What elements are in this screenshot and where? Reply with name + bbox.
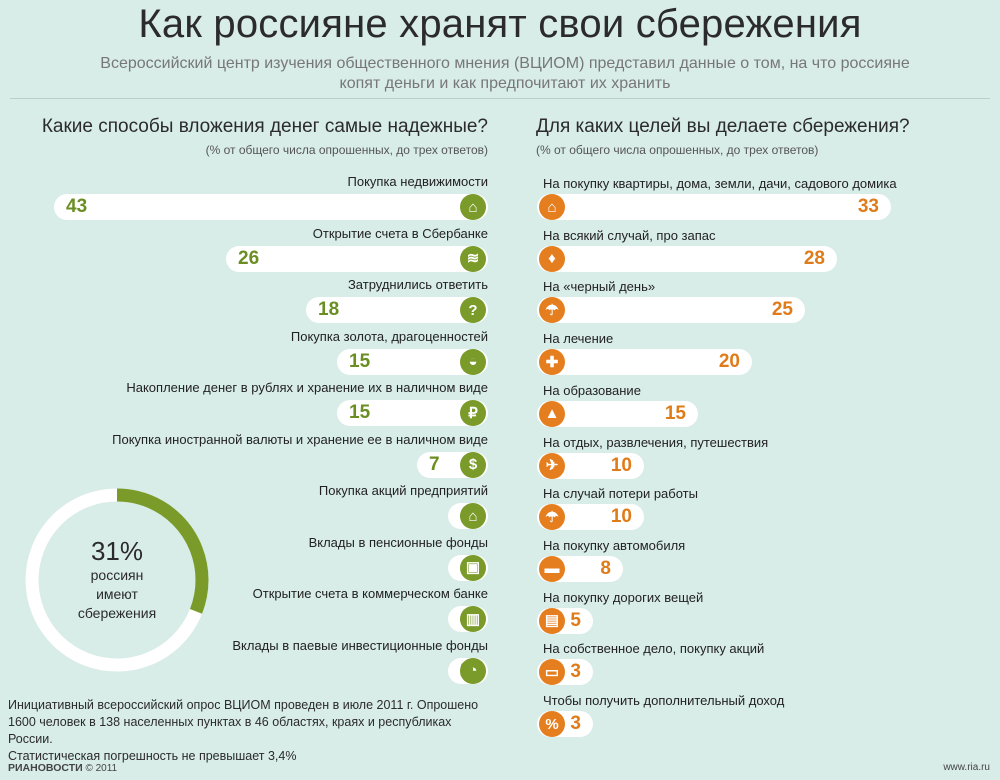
left-row-label: Вклады в пенсионные фонды (308, 534, 488, 550)
left-row-label: Открытие счета в Сбербанке (312, 225, 488, 241)
ruble-icon: ₽ (460, 400, 486, 426)
umbrella-icon: ☂ (539, 504, 565, 531)
briefcase-icon: ▭ (539, 659, 565, 686)
footnote-line-3: Статистическая погрешность не превышает … (8, 749, 297, 763)
right-row-label: На всякий случай, про запас (543, 227, 716, 243)
car-icon: ▬ (539, 555, 565, 582)
left-bar (306, 297, 488, 323)
right-row-label: На собственное дело, покупку акций (543, 641, 765, 657)
pie-chart-icon: ◔ (460, 657, 486, 684)
left-row-label: Затруднились ответить (347, 277, 488, 292)
left-bar (54, 194, 488, 220)
wallet-icon: ▣ (460, 554, 486, 581)
left-row-label: Покупка золота, драгоценностей (290, 328, 488, 344)
savings-donut-chart (25, 488, 209, 672)
left-chart-title: Какие способы вложения денег самые надеж… (41, 116, 488, 137)
right-row-label: На отдых, развлечения, путешествия (543, 434, 769, 450)
right-bar-value: 5 (570, 609, 581, 631)
subtitle-line-1: Всероссийский центр изучения общественно… (100, 55, 910, 72)
right-row-label: На покупку автомобиля (543, 537, 686, 553)
right-bar-value: 10 (610, 454, 632, 476)
copyright: © 2011 (85, 763, 118, 774)
left-bar (226, 245, 488, 272)
right-bar (537, 349, 752, 376)
money-bag-icon: ♦ (539, 245, 565, 272)
umbrella-icon: ☂ (539, 297, 565, 324)
right-chart-subtitle: (% от общего числа опрошенных, до трех о… (536, 143, 819, 157)
medical-cross-icon: ✚ (539, 349, 565, 376)
right-bar-value: 10 (610, 506, 632, 528)
left-bar-value: 15 (349, 350, 371, 372)
footnote-line-1: Инициативный всероссийский опрос ВЦИОМ п… (8, 698, 479, 712)
right-bar-value: 20 (718, 351, 740, 373)
question-icon: ? (460, 297, 486, 323)
bank-icon: ▥ (460, 606, 486, 632)
donut-caption: россиян имеют сбережения (22, 566, 212, 623)
right-bar (537, 297, 805, 324)
page-title: Как россияне хранят свои сбережения (138, 2, 862, 46)
percent-icon: % (539, 711, 565, 737)
left-row-label: Накопление денег в рублях и хранение их … (126, 380, 488, 395)
left-row-label: Покупка недвижимости (347, 174, 488, 189)
brand-logo-text: РИАНОВОСТИ (8, 762, 83, 774)
footer-brand: РИАНОВОСТИ © 2011 (8, 762, 117, 774)
footnote-line-2: 1600 человек в 138 населенных пунктах в … (8, 715, 452, 746)
left-bar-value: 7 (429, 453, 440, 475)
donut-caption-line-2: имеют (96, 586, 138, 602)
right-bar-value: 28 (803, 247, 825, 269)
gold-icon: ◒ (460, 348, 486, 375)
house-icon: ⌂ (460, 194, 486, 220)
gift-icon: ▤ (539, 607, 565, 634)
left-bar-value: 26 (238, 247, 260, 269)
dollar-icon: $ (460, 451, 486, 478)
right-row-label: На образование (543, 382, 641, 398)
right-row-label: На покупку дорогих вещей (543, 589, 704, 605)
right-bar-value: 8 (600, 557, 611, 579)
right-bar-value: 33 (857, 196, 879, 217)
donut-percent: 31% (90, 536, 144, 566)
donut-caption-line-1: россиян (90, 567, 144, 583)
right-bar (537, 194, 891, 220)
airplane-icon: ✈ (539, 452, 565, 479)
sberbank-icon: ≋ (460, 245, 486, 272)
right-row-label: Чтобы получить дополнительный доход (543, 693, 785, 708)
graduation-cap-icon: ▲ (539, 400, 565, 427)
house-icon: ⌂ (539, 194, 565, 220)
survey-footnote: Инициативный всероссийский опрос ВЦИОМ п… (8, 697, 498, 765)
right-bar (537, 245, 837, 272)
right-row-label: На лечение (543, 331, 614, 347)
right-row-label: На случай потери работы (543, 486, 698, 502)
footer-site[interactable]: www.ria.ru (943, 762, 990, 773)
right-row-label: На покупку квартиры, дома, земли, дачи, … (543, 176, 897, 191)
left-bar-value: 18 (318, 299, 340, 320)
right-bar-value: 25 (771, 299, 793, 321)
right-row-label: На «черный день» (543, 279, 656, 295)
left-bar-value: 15 (349, 402, 371, 423)
divider (10, 98, 990, 99)
left-bar-value: 43 (66, 196, 88, 217)
donut-savings-slice (25, 488, 209, 672)
left-chart-subtitle: (% от общего числа опрошенных, до трех о… (205, 143, 488, 157)
right-bar-value: 3 (570, 713, 581, 734)
right-bar-value: 15 (664, 402, 686, 424)
right-chart-title: Для каких целей вы делаете сбережения? (536, 116, 910, 137)
left-row-label: Покупка акций предприятий (318, 483, 488, 498)
donut-caption-line-3: сбережения (77, 605, 157, 621)
right-bar-value: 3 (570, 661, 581, 683)
left-row-label: Вклады в паевые инвестиционные фонды (232, 637, 488, 653)
subtitle-line-2: копят деньги и как предпочитают их храни… (339, 75, 671, 92)
left-row-label: Открытие счета в коммерческом банке (252, 586, 488, 601)
page-subtitle: Всероссийский центр изучения общественно… (40, 54, 970, 94)
factory-icon: ⌂ (460, 503, 486, 529)
left-row-label: Покупка иностранной валюты и хранение ее… (112, 431, 488, 447)
